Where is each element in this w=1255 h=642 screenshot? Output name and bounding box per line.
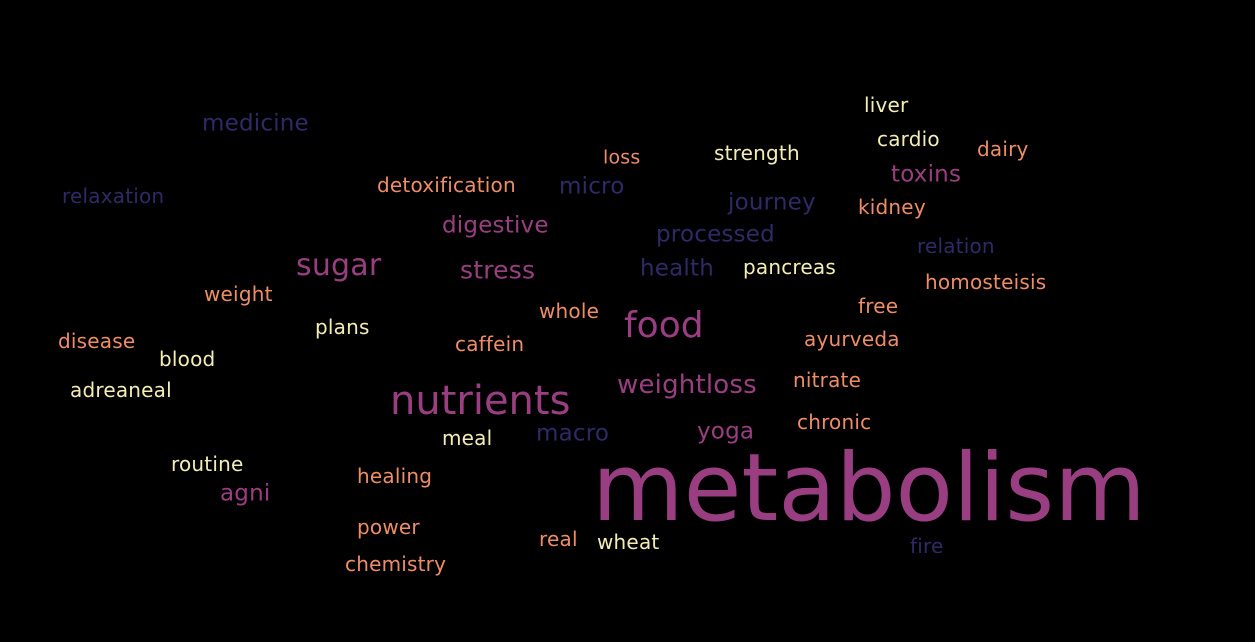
word-relaxation: relaxation — [62, 184, 165, 208]
word-real: real — [539, 527, 578, 551]
word-healing: healing — [357, 464, 433, 488]
word-chemistry: chemistry — [345, 552, 447, 576]
word-homosteisis: homosteisis — [925, 270, 1047, 294]
word-health: health — [640, 255, 715, 282]
word-macro: macro — [536, 420, 610, 447]
word-weight: weight — [204, 282, 273, 306]
word-liver: liver — [864, 93, 909, 117]
word-digestive: digestive — [442, 212, 549, 239]
word-blood: blood — [159, 347, 216, 371]
word-free: free — [858, 294, 899, 318]
word-disease: disease — [58, 329, 136, 353]
word-ayurveda: ayurveda — [804, 327, 900, 351]
word-nutrients: nutrients — [390, 378, 571, 424]
word-journey: journey — [728, 189, 816, 216]
word-yoga: yoga — [697, 418, 755, 445]
word-caffein: caffein — [455, 332, 525, 356]
word-fire: fire — [910, 534, 944, 558]
word-medicine: medicine — [202, 110, 309, 137]
word-pancreas: pancreas — [743, 255, 836, 279]
word-nitrate: nitrate — [793, 368, 862, 392]
word-plans: plans — [315, 315, 370, 339]
word-meal: meal — [442, 426, 493, 450]
word-relation: relation — [917, 234, 995, 258]
word-agni: agni — [220, 480, 271, 507]
word-micro: micro — [559, 173, 625, 200]
word-weightloss: weightloss — [617, 370, 757, 400]
word-routine: routine — [171, 452, 244, 476]
word-processed: processed — [656, 221, 775, 248]
word-toxins: toxins — [891, 161, 962, 188]
word-stress: stress — [460, 255, 536, 285]
word-cardio: cardio — [877, 127, 940, 151]
word-power: power — [357, 515, 420, 539]
word-dairy: dairy — [977, 137, 1029, 161]
word-chronic: chronic — [797, 410, 872, 434]
word-detoxification: detoxification — [377, 173, 516, 197]
word-loss: loss — [603, 146, 641, 169]
word-whole: whole — [539, 299, 600, 323]
word-sugar: sugar — [296, 248, 382, 283]
word-wheat: wheat — [597, 530, 660, 554]
word-adreaneal: adreaneal — [70, 378, 172, 402]
word-metabolism: metabolism — [592, 434, 1146, 543]
word-food: food — [624, 305, 704, 346]
word-kidney: kidney — [858, 195, 926, 219]
word-strength: strength — [714, 141, 800, 165]
